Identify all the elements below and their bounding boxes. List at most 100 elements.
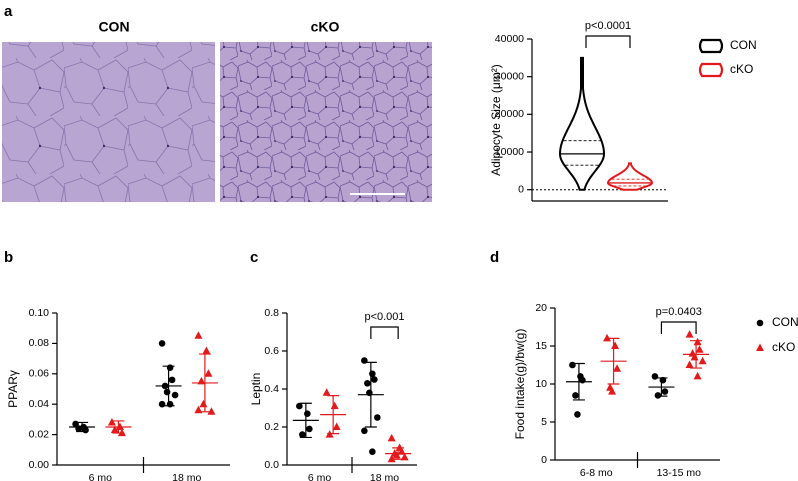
data-point <box>306 425 313 433</box>
data-point <box>611 341 620 349</box>
y-tick-label: 10 <box>535 378 547 390</box>
violin <box>559 56 605 191</box>
error-bar <box>327 395 340 435</box>
y-axis-label: Adipocyte Size (μm²) <box>489 64 503 176</box>
data-point <box>371 376 378 383</box>
error-bar <box>690 340 703 369</box>
y-axis-label: Leptin <box>249 373 263 406</box>
y-tick-label: 20 <box>535 302 547 314</box>
y-tick-label: 0.04 <box>29 398 50 410</box>
image-label: cKO <box>311 19 340 35</box>
data-point <box>572 392 579 399</box>
data-point <box>685 360 694 368</box>
data-point <box>574 411 581 418</box>
data-point <box>685 330 694 338</box>
y-tick-label: 40000 <box>495 33 524 45</box>
data-point <box>330 401 339 410</box>
y-tick-label: 20000 <box>495 108 524 120</box>
y-tick-label: 0.02 <box>29 428 50 440</box>
data-point <box>207 407 216 415</box>
data-point <box>194 331 203 339</box>
y-tick-label: 5 <box>541 416 547 428</box>
y-axis-label: PPARγ <box>6 370 20 408</box>
panel-label: c <box>250 249 258 266</box>
data-point <box>693 371 702 380</box>
panel-label: b <box>4 249 13 266</box>
panel-label: a <box>4 3 13 20</box>
data-point <box>698 356 707 365</box>
error-bar <box>392 447 405 460</box>
data-point <box>756 319 764 327</box>
data-point <box>158 340 166 347</box>
error-bar <box>299 402 312 439</box>
x-tick-label: 6-8 mo <box>580 467 613 479</box>
error-bar <box>655 377 668 397</box>
y-tick-label: 0 <box>518 183 524 195</box>
y-tick-label: 0.00 <box>29 459 50 471</box>
panel-label: d <box>490 249 499 266</box>
y-tick-label: 0.4 <box>264 383 279 395</box>
legend-label: CON <box>772 315 798 329</box>
data-point <box>171 391 179 399</box>
y-tick-label: 0.6 <box>264 345 279 357</box>
error-bar <box>76 421 89 433</box>
data-point <box>304 410 311 418</box>
legend-label: CON <box>730 38 757 52</box>
data-point <box>117 428 126 437</box>
y-tick-label: 0.0 <box>264 459 279 471</box>
legend-swatch <box>698 62 724 78</box>
y-tick-label: 0.08 <box>29 337 50 349</box>
data-point <box>654 392 662 399</box>
data-point <box>296 402 303 410</box>
data-point <box>82 426 89 434</box>
x-tick-label: 18 mo <box>172 472 201 481</box>
significance-bracket <box>660 321 697 334</box>
error-bar <box>198 353 211 413</box>
y-axis-label: Food intake(g)/bw(g) <box>513 329 527 440</box>
y-tick-label: 0.10 <box>29 307 50 319</box>
significance-bracket <box>585 35 631 48</box>
data-point <box>299 431 306 438</box>
x-tick-label: 18 mo <box>370 472 399 481</box>
data-point <box>204 369 213 377</box>
data-point <box>608 387 617 395</box>
data-point <box>361 427 368 435</box>
y-tick-label: 30000 <box>495 70 524 82</box>
data-point <box>364 380 371 387</box>
legend-label: cKO <box>730 62 753 76</box>
data-point <box>387 433 396 442</box>
data-point <box>400 452 409 461</box>
error-bar <box>607 337 620 385</box>
data-point <box>397 447 406 455</box>
data-point <box>387 454 396 463</box>
data-point <box>613 364 622 372</box>
data-point <box>369 448 376 456</box>
data-point <box>199 399 208 408</box>
data-point <box>168 376 176 384</box>
data-point <box>158 400 166 408</box>
annotation: p<0.0001 <box>585 20 631 32</box>
y-tick-label: 0.8 <box>264 307 279 319</box>
data-point <box>374 414 381 421</box>
data-point <box>202 346 211 354</box>
data-point <box>332 422 341 430</box>
data-point <box>322 388 331 396</box>
data-point <box>166 364 174 372</box>
data-point <box>695 345 704 353</box>
annotation: p<0.001 <box>364 311 404 323</box>
y-tick-label: 0.06 <box>29 368 50 380</box>
micrograph <box>2 42 215 202</box>
data-point <box>651 373 659 380</box>
y-tick-label: 0.2 <box>264 421 279 433</box>
data-point <box>110 425 119 434</box>
data-point <box>163 388 171 396</box>
data-point <box>115 422 124 430</box>
data-point <box>579 376 586 384</box>
data-point <box>369 370 376 378</box>
legend-label: cKO <box>772 340 795 354</box>
micrograph <box>220 42 432 202</box>
x-tick-label: 6 mo <box>89 472 113 481</box>
data-point <box>756 343 764 351</box>
data-point <box>661 388 669 395</box>
